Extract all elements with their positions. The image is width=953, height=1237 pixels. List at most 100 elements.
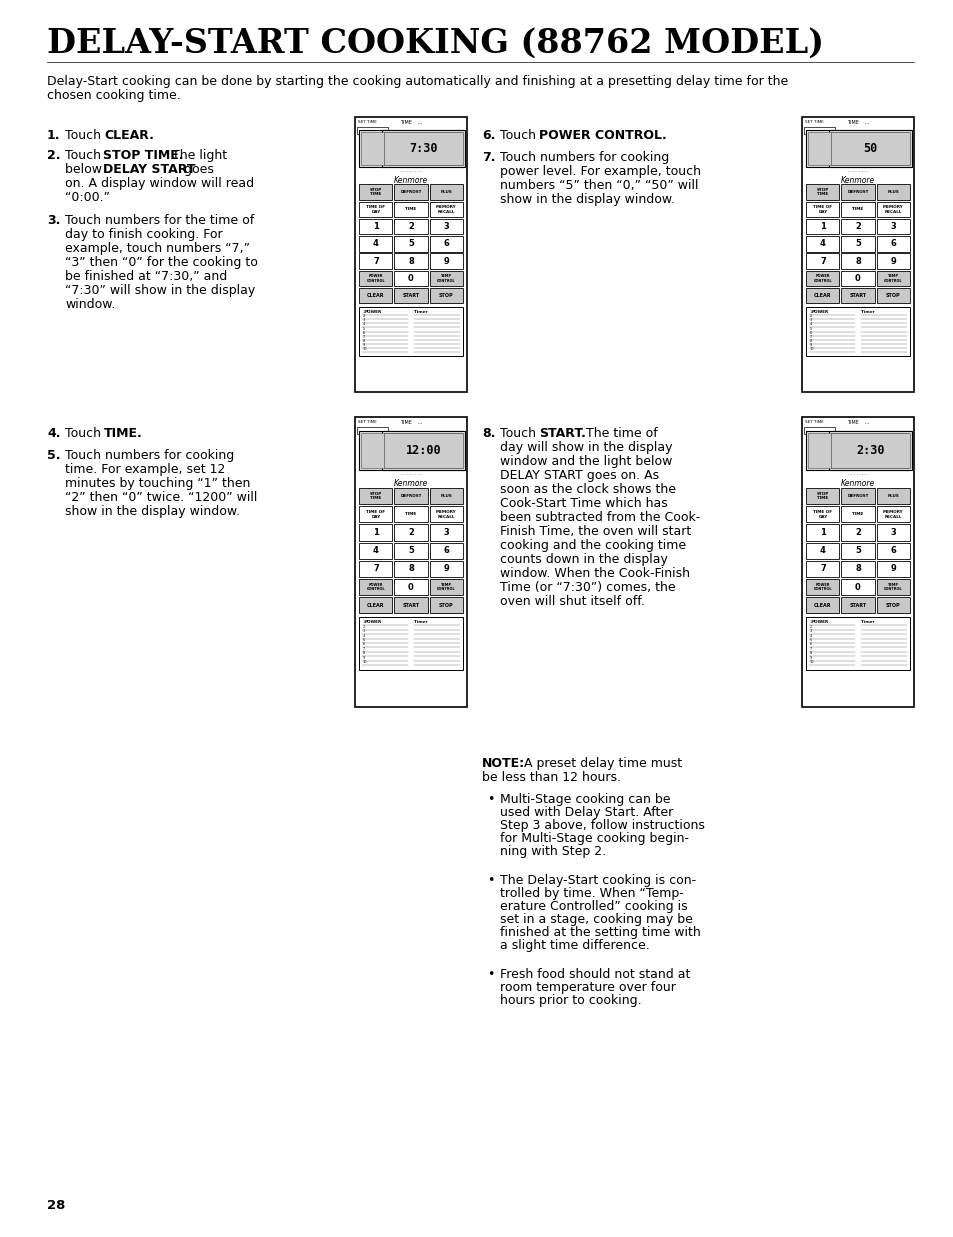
- Text: below: below: [65, 163, 106, 176]
- Text: TIME: TIME: [851, 208, 862, 212]
- Text: POWER: POWER: [364, 620, 381, 625]
- Text: STOP: STOP: [884, 602, 900, 607]
- Bar: [429, 202, 462, 216]
- Text: DEFROST: DEFROST: [846, 190, 868, 194]
- Text: 9: 9: [362, 656, 364, 659]
- Text: 28: 28: [47, 1199, 66, 1212]
- Text: SET TIME: SET TIME: [357, 120, 376, 124]
- Text: STOP: STOP: [884, 293, 900, 298]
- Bar: [805, 524, 839, 541]
- Text: CLEAR: CLEAR: [367, 602, 384, 607]
- Bar: [805, 543, 839, 559]
- Text: trolled by time. When “Temp-: trolled by time. When “Temp-: [499, 887, 683, 901]
- Text: 6: 6: [809, 330, 811, 335]
- Bar: [828, 130, 911, 167]
- Text: CLEAR: CLEAR: [367, 293, 384, 298]
- Text: 0: 0: [408, 583, 414, 591]
- Text: 2.: 2.: [47, 148, 60, 162]
- Text: Touch: Touch: [65, 148, 105, 162]
- Text: TIME OF
DAY: TIME OF DAY: [366, 205, 385, 214]
- Bar: [395, 597, 427, 614]
- Bar: [359, 560, 392, 576]
- Text: 1: 1: [362, 310, 364, 314]
- Text: 4: 4: [809, 633, 811, 637]
- Bar: [805, 307, 908, 356]
- Text: STOP
TIME: STOP TIME: [370, 188, 382, 197]
- Text: DELAY START goes on. As: DELAY START goes on. As: [499, 469, 659, 482]
- Bar: [359, 617, 462, 669]
- Text: 6: 6: [442, 239, 449, 249]
- Text: on. A display window will read: on. A display window will read: [65, 177, 253, 190]
- Bar: [383, 433, 462, 468]
- Text: CLEAR: CLEAR: [813, 602, 831, 607]
- Text: The Delay-Start cooking is con-: The Delay-Start cooking is con-: [499, 875, 696, 887]
- Bar: [841, 184, 874, 199]
- Bar: [429, 288, 462, 303]
- Text: Touch numbers for cooking: Touch numbers for cooking: [65, 449, 234, 461]
- Bar: [355, 417, 467, 708]
- Bar: [805, 288, 839, 303]
- Text: 2: 2: [854, 223, 860, 231]
- Text: TIME    ...: TIME ...: [399, 120, 422, 125]
- Text: 0: 0: [408, 273, 414, 283]
- Bar: [841, 489, 874, 505]
- Bar: [383, 132, 462, 165]
- Bar: [395, 184, 427, 199]
- Bar: [876, 506, 908, 522]
- Bar: [359, 219, 392, 234]
- Text: 9: 9: [362, 343, 364, 348]
- Text: STOP: STOP: [438, 293, 453, 298]
- Bar: [876, 254, 908, 268]
- Bar: [429, 597, 462, 614]
- Text: used with Delay Start. After: used with Delay Start. After: [499, 807, 673, 819]
- Text: example, touch numbers “7,”: example, touch numbers “7,”: [65, 242, 250, 255]
- Text: DEFROST: DEFROST: [400, 494, 421, 499]
- Text: window.: window.: [65, 298, 115, 310]
- Text: STOP: STOP: [438, 602, 453, 607]
- Text: been subtracted from the Cook-: been subtracted from the Cook-: [499, 511, 700, 524]
- Text: TIME OF
DAY: TIME OF DAY: [813, 205, 832, 214]
- Bar: [359, 271, 392, 286]
- Text: POWER CONTROL.: POWER CONTROL.: [538, 129, 666, 142]
- Text: Time (or “7:30”) comes, the: Time (or “7:30”) comes, the: [499, 581, 675, 594]
- Text: SET TIME: SET TIME: [804, 120, 822, 124]
- Text: be finished at “7:30,” and: be finished at “7:30,” and: [65, 270, 227, 283]
- Text: “0:00.”: “0:00.”: [65, 190, 110, 204]
- Text: 7: 7: [820, 256, 825, 266]
- Text: 1: 1: [362, 620, 364, 625]
- Text: 50: 50: [862, 142, 877, 155]
- Text: 9: 9: [443, 564, 449, 574]
- Bar: [359, 254, 392, 268]
- Text: START: START: [402, 602, 419, 607]
- Bar: [807, 132, 907, 165]
- Text: 4: 4: [362, 323, 364, 327]
- Bar: [841, 254, 874, 268]
- Text: 8: 8: [362, 651, 364, 656]
- Text: Timer: Timer: [861, 310, 874, 314]
- Text: The light: The light: [168, 148, 227, 162]
- Text: - - - - - - - -: - - - - - - - -: [846, 471, 867, 476]
- Text: Kenmore: Kenmore: [394, 176, 428, 184]
- Text: Kenmore: Kenmore: [394, 479, 428, 489]
- Text: POWER
CONTROL: POWER CONTROL: [813, 275, 831, 282]
- Text: Finish Time, the oven will start: Finish Time, the oven will start: [499, 524, 691, 538]
- Text: 6: 6: [362, 642, 364, 647]
- Text: - - - - - - - -: - - - - - - - -: [400, 169, 421, 173]
- Text: Timer: Timer: [414, 620, 427, 625]
- Text: Touch: Touch: [499, 427, 539, 440]
- Text: TIME: TIME: [851, 512, 862, 516]
- Text: 7: 7: [373, 564, 378, 574]
- Text: set in a stage, cooking may be: set in a stage, cooking may be: [499, 913, 692, 927]
- Text: “3” then “0” for the cooking to: “3” then “0” for the cooking to: [65, 256, 257, 268]
- Text: day will show in the display: day will show in the display: [499, 442, 672, 454]
- Bar: [804, 430, 909, 470]
- Bar: [429, 219, 462, 234]
- Text: day to finish cooking. For: day to finish cooking. For: [65, 228, 222, 241]
- Bar: [805, 236, 839, 251]
- Text: finished at the setting time with: finished at the setting time with: [499, 927, 700, 939]
- Text: 4: 4: [373, 547, 378, 555]
- Text: 10: 10: [362, 348, 367, 351]
- Text: A preset delay time must: A preset delay time must: [519, 757, 681, 769]
- Text: 5: 5: [809, 327, 811, 330]
- Text: 9: 9: [443, 256, 449, 266]
